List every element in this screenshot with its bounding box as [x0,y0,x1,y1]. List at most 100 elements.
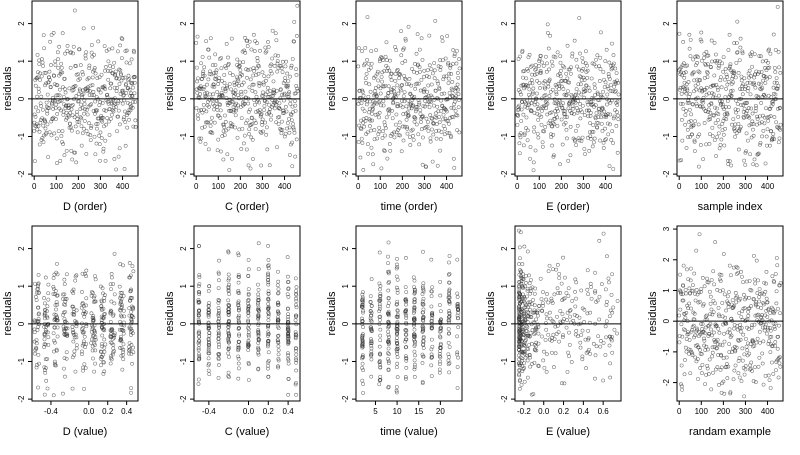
data-point [566,294,571,298]
x-tick-label: 400 [761,407,775,416]
data-point [608,375,613,380]
data-point [202,65,207,70]
data-point [52,131,57,136]
data-point [752,297,756,302]
data-point [286,339,291,344]
data-point [99,355,104,359]
data-point [746,86,751,90]
data-point [93,274,97,278]
data-point [576,99,580,103]
data-point [285,327,290,332]
data-point [275,145,279,150]
data-point [691,123,696,127]
data-point [690,71,695,76]
data-point [388,74,393,79]
data-point [587,99,592,104]
data-point [270,28,275,33]
data-point [756,94,761,99]
data-point [120,290,125,295]
data-point [436,64,441,69]
data-point [551,267,555,272]
data-point [738,322,743,327]
data-point [437,115,441,119]
data-point [369,329,374,334]
data-point [90,93,94,97]
data-point [118,307,122,312]
data-point [757,299,762,304]
data-point [386,385,391,390]
data-point [738,45,743,50]
data-point [694,101,699,106]
data-point [110,112,114,117]
data-point [707,142,712,146]
data-point [532,125,537,130]
data-point [88,133,93,138]
data-point [754,106,758,110]
data-point [35,94,39,99]
data-point [101,146,106,151]
data-point [740,51,745,56]
data-point [39,94,44,99]
data-point [356,46,361,50]
data-point [364,81,368,85]
data-point [682,372,687,377]
data-point [81,368,85,373]
data-point [111,105,116,110]
data-point [412,332,416,337]
data-point [360,361,365,366]
data-point [286,79,291,84]
data-point [410,66,414,71]
data-point [455,48,459,53]
data-point [46,291,51,296]
data-point [437,354,442,358]
data-point [519,333,524,337]
data-point [42,312,47,317]
data-point [84,342,89,346]
data-point [550,301,555,305]
data-point [732,71,737,75]
data-point [387,352,391,356]
data-point [616,80,621,85]
data-point [767,335,772,339]
data-point [525,353,530,358]
data-point [97,88,101,92]
data-point [446,327,451,331]
data-point [286,357,290,361]
data-point [92,66,97,70]
data-point [558,60,563,65]
data-point [257,83,262,88]
data-point [89,126,93,130]
data-point [83,366,88,370]
data-point [81,326,85,330]
data-point [250,82,255,87]
data-point [410,127,415,132]
data-point [391,100,396,105]
data-point [125,125,130,130]
data-point [776,107,780,111]
data-point [708,312,713,316]
data-point [596,121,601,125]
data-point [93,277,98,282]
data-point [527,353,532,358]
points-7 [360,240,461,395]
data-point [294,67,298,72]
data-point [430,159,435,164]
data-point [268,117,273,122]
data-point [131,345,136,350]
data-point [606,112,610,117]
data-point [528,331,533,335]
data-point [753,365,757,369]
data-point [261,82,266,87]
data-point [717,146,722,151]
data-point [549,299,554,303]
data-point [265,147,270,152]
data-point [531,168,536,173]
data-point [603,126,607,131]
data-point [108,361,113,366]
data-point [562,296,567,301]
data-point [562,65,567,70]
data-point [569,360,574,364]
data-point [219,56,224,60]
data-point [542,93,547,98]
data-point [680,334,685,339]
